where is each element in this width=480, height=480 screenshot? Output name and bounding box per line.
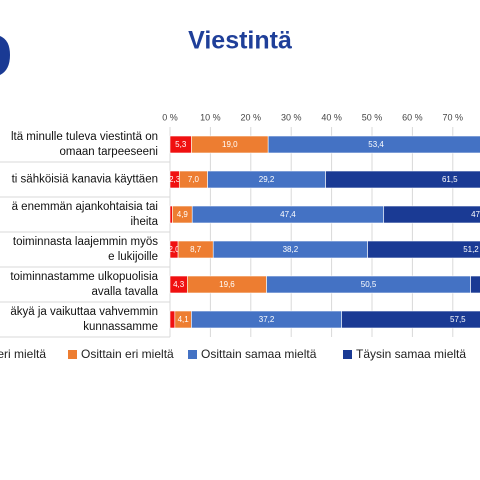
x-tick-label: 10 %: [200, 112, 221, 122]
category-label: kunnassamme: [83, 321, 158, 333]
value-label: 5,3: [175, 140, 187, 149]
category-label: e lukijoille: [108, 251, 158, 263]
value-label: 47,4: [280, 210, 296, 219]
category-label: avalla tavalla: [92, 286, 159, 298]
x-tick-label: 0 %: [162, 112, 178, 122]
value-label: 29,2: [259, 175, 275, 184]
x-tick-label: 20 %: [241, 112, 262, 122]
x-tick-label: 60 %: [402, 112, 423, 122]
value-label: 61,5: [442, 175, 458, 184]
bar-segment: [169, 205, 173, 224]
value-label: 19,6: [219, 280, 235, 289]
value-label: 2,3: [169, 175, 181, 184]
value-label: 19,0: [222, 140, 238, 149]
value-label: 38,2: [283, 245, 299, 254]
value-label: 2,0: [168, 245, 180, 254]
value-label: 7,0: [188, 175, 200, 184]
chart-title: Viestintä: [188, 27, 292, 55]
category-label: toiminnastamme ulkopuolisia: [10, 271, 158, 283]
bar-segment: [383, 205, 480, 224]
category-label: ä enemmän ajankohtaisia tai: [12, 201, 158, 213]
legend-swatch: [68, 350, 77, 359]
value-label: 51,2: [463, 245, 479, 254]
legend-label: Osittain eri mieltä: [81, 347, 174, 361]
bar-segment: [470, 275, 480, 294]
category-label: ti sähköisiä kanavia käyttäen: [12, 174, 158, 186]
x-tick-label: 50 %: [362, 112, 383, 122]
value-label: 53,4: [368, 140, 384, 149]
bar-segment: [169, 310, 176, 329]
logo-fragment: [0, 36, 10, 75]
x-tick-label: 30 %: [281, 112, 302, 122]
x-tick-label: 70 %: [443, 112, 464, 122]
value-label: 47,1: [471, 210, 480, 219]
legend-label: eri mieltä: [0, 347, 46, 361]
legend-swatch: [188, 350, 197, 359]
bar-segment: [267, 135, 480, 154]
value-label: 8,7: [190, 245, 202, 254]
category-label: äkyä ja vaikuttaa vahvemmin: [10, 306, 158, 318]
value-label: 4,1: [178, 315, 190, 324]
value-label: 50,5: [361, 280, 377, 289]
category-label: iheita: [131, 216, 159, 228]
category-label: omaan tarpeeseeni: [60, 146, 158, 158]
category-label: ltä minulle tuleva viestintä on: [11, 131, 158, 143]
value-label: 37,2: [259, 315, 275, 324]
bar-segment: [341, 310, 480, 329]
legend-label: Osittain samaa mieltä: [201, 347, 317, 361]
legend-label: Täysin samaa mieltä: [356, 347, 466, 361]
value-label: 57,5: [450, 315, 466, 324]
value-label: 4,3: [173, 280, 185, 289]
bar-segment: [325, 170, 480, 189]
value-label: 4,9: [177, 210, 189, 219]
bar-segment: [367, 240, 480, 259]
legend-swatch: [343, 350, 352, 359]
x-tick-label: 40 %: [321, 112, 342, 122]
category-label: toiminnasta laajemmin myös: [13, 236, 158, 248]
